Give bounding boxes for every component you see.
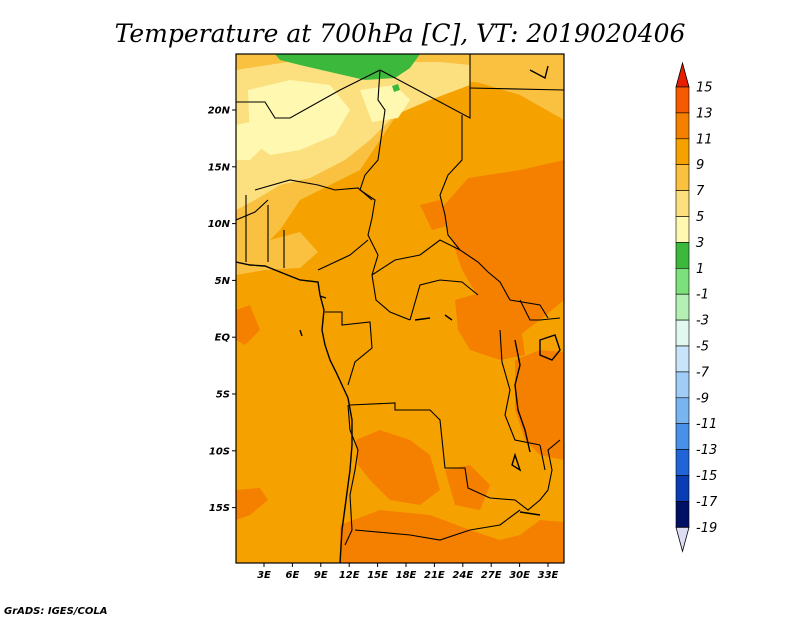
lon-tick-label: 27E	[481, 570, 502, 581]
lat-tick-label: 10N	[208, 219, 231, 230]
lon-tick-label: 21E	[424, 570, 445, 581]
colorbar-label: -15	[696, 469, 717, 484]
colorbar: 15 13 11 9 7 5 3 1 -1 -3 -5 -7 -9 -11 -13 -15 -17 -19	[675, 61, 718, 553]
lon-tick-label: 15E	[367, 570, 388, 581]
colorbar-segment	[675, 345, 690, 373]
colorbar-label: 7	[696, 184, 705, 199]
lon-tick-label: 6E	[286, 570, 300, 581]
colorbar-segment	[675, 242, 690, 269]
colorbar-segment	[675, 86, 690, 114]
colorbar-label: -5	[696, 340, 709, 355]
colorbar-segment	[675, 190, 690, 217]
contour-fill-1-3	[275, 54, 420, 92]
colorbar-label: -13	[696, 443, 717, 458]
lat-tick-label: EQ	[215, 333, 231, 344]
lat-tick-label: 15N	[208, 162, 231, 173]
colorbar-label: -17	[696, 495, 718, 510]
colorbar-segment	[675, 423, 690, 450]
lon-tick-label: 18E	[396, 570, 417, 581]
colorbar-label: 11	[696, 132, 713, 147]
map-title: Temperature at 700hPa [C], VT: 201902040…	[115, 19, 686, 48]
country-borders	[236, 54, 564, 546]
map-frame	[235, 53, 565, 564]
lon-tick-label: 9E	[314, 570, 328, 581]
colorbar-label: -11	[696, 417, 717, 432]
colorbar-label: 3	[696, 236, 704, 251]
colorbar-segment	[675, 216, 690, 243]
colorbar-label: -3	[696, 314, 709, 329]
colorbar-segment	[675, 267, 690, 295]
lon-tick-label: 30E	[509, 570, 530, 581]
colorbar-label: -9	[696, 391, 709, 406]
colorbar-segment	[675, 293, 690, 321]
colorbar-label: 5	[696, 210, 704, 225]
colorbar-segment	[675, 112, 690, 140]
colorbar-label: -7	[696, 365, 710, 380]
colorbar-segment	[675, 138, 690, 166]
colorbar-segment	[675, 319, 690, 347]
colorbar-segment	[675, 449, 690, 476]
colorbar-segment	[675, 371, 690, 399]
coastline	[236, 65, 561, 563]
colorbar-top-arrow	[675, 61, 690, 88]
lon-tick-label: 24E	[452, 570, 473, 581]
colorbar-segment	[675, 397, 690, 424]
footer-credit: GrADS: IGES/COLA	[4, 606, 107, 617]
longitude-axis: 3E 6E 9E 12E 15E 18E 21E 24E 27E 30E 33E	[257, 563, 559, 581]
lat-tick-label: 20N	[208, 106, 231, 117]
lat-tick-label: 10S	[209, 446, 230, 457]
colorbar-label: 15	[696, 81, 713, 96]
colorbar-label: -19	[696, 521, 717, 536]
map-panel: 20N 15N 10N 5N EQ 5S 10S 15S 3E 6E 9E 12E 15E 18E 21E…	[208, 53, 565, 581]
lon-tick-label: 33E	[538, 570, 559, 581]
colorbar-label: 1	[696, 262, 704, 277]
lat-tick-label: 5S	[216, 390, 230, 401]
colorbar-segment	[675, 164, 690, 191]
colorbar-segment	[675, 475, 690, 502]
colorbar-label: -1	[696, 288, 709, 303]
colorbar-label: 13	[696, 106, 713, 121]
colorbar-label: 9	[696, 158, 704, 173]
lat-tick-label: 15S	[209, 503, 230, 514]
lon-tick-label: 12E	[339, 570, 360, 581]
colorbar-bottom-arrow	[675, 526, 690, 553]
lat-tick-label: 5N	[215, 276, 231, 287]
latitude-axis: 20N 15N 10N 5N EQ 5S 10S 15S	[208, 106, 236, 514]
colorbar-segment	[675, 501, 690, 528]
lon-tick-label: 3E	[257, 570, 271, 581]
